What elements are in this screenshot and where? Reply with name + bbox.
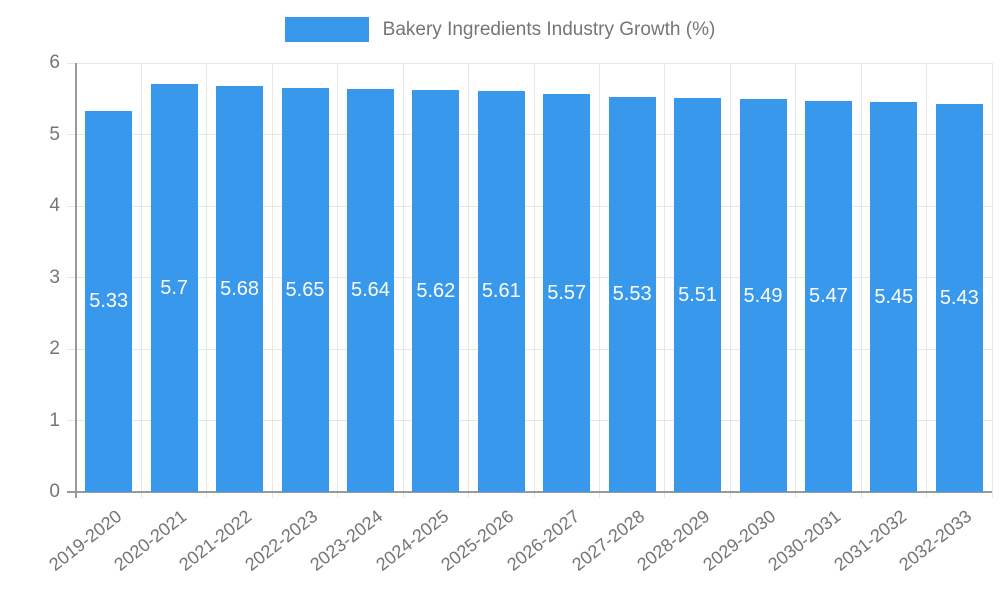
x-gridline: [468, 63, 470, 498]
y-axis-tick-label: 1: [49, 409, 60, 431]
x-gridline: [206, 63, 208, 498]
y-gridline: [67, 420, 992, 421]
y-axis-line: [75, 63, 77, 498]
x-gridline: [337, 63, 339, 498]
bar[interactable]: [477, 90, 525, 492]
x-axis-tick-label: 2025-2026: [437, 506, 518, 575]
bar[interactable]: [216, 85, 264, 492]
bar[interactable]: [281, 88, 329, 492]
y-axis-tick-label: 0: [49, 481, 60, 502]
x-gridline: [598, 63, 600, 498]
x-axis-tick-label: 2022-2023: [241, 506, 322, 575]
bar[interactable]: [412, 90, 460, 492]
x-gridline: [991, 63, 993, 498]
y-axis-tick-label: 5: [49, 123, 60, 145]
legend-label: Bakery Ingredients Industry Growth (%): [382, 18, 716, 40]
bar[interactable]: [739, 99, 787, 492]
bar[interactable]: [608, 96, 656, 492]
y-gridline: [67, 348, 992, 350]
y-gridline: [67, 277, 992, 278]
x-axis-tick-label: 2019-2020: [44, 506, 126, 575]
legend-swatch: [284, 17, 369, 42]
x-gridline: [140, 63, 142, 498]
x-gridline: [860, 63, 862, 498]
y-axis-tick-label: 4: [49, 195, 60, 216]
x-axis-tick-label: 2020-2021: [110, 506, 191, 575]
bar[interactable]: [85, 110, 133, 492]
x-axis-line: [67, 491, 992, 493]
x-gridline: [729, 63, 731, 498]
x-axis-tick-label: 2024-2025: [372, 506, 453, 575]
x-axis-tick-label: 2029-2030: [699, 506, 780, 575]
x-axis-tick-label: 2027-2028: [568, 506, 649, 575]
x-axis-tick-label: 2031-2032: [830, 506, 911, 575]
bar[interactable]: [150, 84, 198, 492]
x-axis-tick-label: 2032-2033: [895, 506, 976, 575]
y-axis-tick-label: 2: [49, 338, 60, 359]
x-gridline: [926, 63, 928, 498]
x-gridline: [795, 63, 797, 498]
y-axis-tick-label: 6: [49, 52, 60, 73]
bar[interactable]: [674, 98, 722, 492]
bar[interactable]: [804, 100, 852, 492]
x-axis-tick-label: 2028-2029: [633, 506, 714, 575]
bar[interactable]: [870, 102, 918, 492]
y-gridline: [67, 205, 992, 207]
y-gridline: [67, 62, 992, 64]
bar[interactable]: [935, 103, 983, 492]
x-axis-tick-label: 2021-2022: [175, 506, 256, 575]
bar[interactable]: [543, 93, 591, 492]
x-gridline: [664, 63, 666, 498]
x-gridline: [271, 63, 273, 498]
y-gridline: [67, 134, 992, 135]
x-axis-tick-label: 2023-2024: [306, 506, 387, 575]
x-gridline: [402, 63, 404, 498]
x-gridline: [533, 63, 535, 498]
y-axis-tick-label: 3: [49, 266, 60, 288]
x-axis-tick-label: 2026-2027: [502, 506, 584, 575]
bar[interactable]: [346, 88, 394, 492]
x-axis-tick-label: 2030-2031: [764, 506, 845, 575]
legend[interactable]: Bakery Ingredients Industry Growth (%): [0, 17, 1000, 42]
